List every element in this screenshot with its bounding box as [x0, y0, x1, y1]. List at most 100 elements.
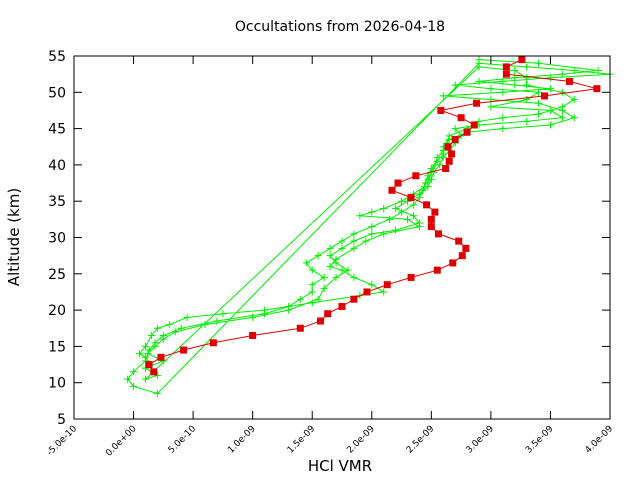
y-tick-label: 10 [48, 376, 66, 392]
data-point [535, 99, 543, 107]
data-point [368, 223, 376, 231]
data-point [314, 252, 322, 260]
data-point [153, 324, 161, 332]
data-point [535, 110, 543, 118]
data-point [338, 244, 346, 252]
data-point [150, 368, 158, 376]
data-point [409, 201, 417, 209]
data-point [209, 339, 217, 347]
data-point [296, 324, 304, 332]
y-tick-label: 40 [48, 158, 66, 174]
data-point [570, 114, 578, 122]
data-point [558, 70, 566, 78]
data-point [213, 317, 221, 325]
data-point [368, 208, 376, 216]
data-point [165, 321, 173, 329]
data-point [145, 346, 153, 354]
data-point [320, 273, 328, 281]
data-point [350, 230, 358, 238]
data-point [404, 215, 412, 223]
data-point [431, 208, 439, 216]
data-point [392, 204, 400, 212]
data-point [320, 284, 328, 292]
data-point [412, 172, 420, 180]
data-point [249, 332, 257, 340]
x-axis-label: HCl VMR [308, 457, 372, 475]
data-point [383, 281, 391, 289]
y-tick-label: 5 [57, 412, 66, 428]
data-point [420, 183, 428, 191]
data-point [451, 135, 459, 143]
x-tick-label: -5.0e-10 [45, 424, 79, 458]
data-point [427, 223, 435, 231]
data-point [442, 165, 450, 173]
x-tick-label: 2.5e-09 [405, 424, 437, 456]
data-point [415, 190, 423, 198]
data-point [368, 281, 376, 289]
data-point [380, 230, 388, 238]
data-point [159, 335, 167, 343]
data-point [308, 299, 316, 307]
data-point [444, 143, 452, 151]
data-point [535, 59, 543, 67]
data-point [308, 281, 316, 289]
data-point [499, 88, 507, 96]
data-point [431, 161, 439, 169]
data-point [332, 255, 340, 263]
data-point [350, 244, 358, 252]
y-tick-label: 50 [48, 85, 66, 101]
data-point [404, 197, 412, 205]
data-point [540, 92, 548, 100]
data-point [448, 150, 456, 158]
data-point [153, 390, 161, 398]
data-point [425, 175, 433, 183]
data-point [451, 81, 459, 89]
data-point [593, 85, 601, 93]
data-point [558, 103, 566, 111]
x-tick-label: 3.5e-09 [524, 424, 556, 456]
data-point [350, 295, 358, 303]
data-point [546, 106, 554, 114]
data-point [457, 114, 465, 122]
data-point [326, 244, 334, 252]
data-point [308, 266, 316, 274]
data-point [380, 288, 388, 296]
data-point [308, 288, 316, 296]
data-point [317, 317, 325, 325]
data-point [445, 157, 453, 165]
data-point [523, 117, 531, 125]
data-point [449, 259, 457, 267]
data-point [261, 306, 269, 314]
data-point [326, 252, 334, 260]
data-point [475, 77, 483, 85]
data-point [434, 230, 442, 238]
data-point [439, 154, 447, 162]
data-point [145, 361, 153, 369]
data-point [157, 353, 165, 361]
y-axis-label: Altitude (km) [5, 188, 23, 286]
x-tick-label: 1.0e-09 [226, 424, 258, 456]
data-point [470, 121, 478, 129]
data-point [141, 364, 149, 372]
data-point [445, 132, 453, 140]
data-point [151, 342, 159, 350]
data-point [475, 117, 483, 125]
data-point [407, 273, 415, 281]
data-point [523, 96, 531, 104]
data-point [350, 237, 358, 245]
data-point [427, 215, 435, 223]
data-point [153, 371, 161, 379]
data-point [433, 154, 441, 162]
data-point [338, 237, 346, 245]
data-point [362, 237, 370, 245]
data-point [409, 212, 417, 220]
y-tick-label: 45 [48, 122, 66, 138]
data-point [463, 128, 471, 136]
data-point [124, 375, 132, 383]
data-point [130, 368, 138, 376]
data-point [523, 81, 531, 89]
data-point [141, 342, 149, 350]
data-point [502, 70, 510, 78]
x-tick-label: 0.0e+00 [104, 424, 139, 459]
x-tick-label: 4.0e-09 [584, 424, 616, 456]
